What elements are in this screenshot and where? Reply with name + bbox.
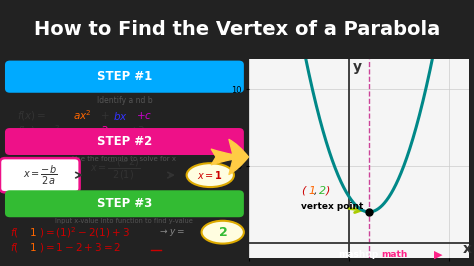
Text: $\mathbf{2}$: $\mathbf{2}$ (218, 226, 228, 239)
Text: Input x-value into function to find y-value: Input x-value into function to find y-va… (55, 218, 193, 224)
Text: y: y (353, 60, 362, 74)
Text: $x = \dfrac{-b}{2a}$: $x = \dfrac{-b}{2a}$ (23, 164, 57, 187)
Text: ,: , (314, 186, 318, 196)
Text: math: math (381, 250, 408, 259)
FancyBboxPatch shape (0, 158, 80, 192)
Text: $f(x) = x^2$: $f(x) = x^2$ (18, 123, 61, 138)
Text: $1$: $1$ (28, 241, 36, 253)
FancyBboxPatch shape (5, 128, 244, 155)
Text: Use the formula to solve for x: Use the formula to solve for x (73, 156, 176, 162)
Text: $+$: $+$ (100, 110, 109, 121)
Text: $- 2x$: $- 2x$ (93, 124, 117, 136)
Text: ▶: ▶ (434, 250, 443, 260)
Text: $) = 1 - 2 + 3 = 2$: $) = 1 - 2 + 3 = 2$ (38, 241, 121, 254)
Text: $bx$: $bx$ (113, 110, 128, 122)
Text: $+ c$: $+ c$ (136, 110, 152, 121)
Text: $f(x) =$: $f(x) =$ (18, 109, 47, 122)
Text: STEP #3: STEP #3 (97, 197, 152, 210)
Text: $x = \mathbf{1}$: $x = \mathbf{1}$ (197, 169, 223, 181)
Text: vertex point: vertex point (301, 202, 364, 211)
Text: $ax^2$: $ax^2$ (73, 109, 92, 122)
Text: STEP #1: STEP #1 (97, 70, 152, 83)
Text: mashup: mashup (338, 250, 378, 259)
Ellipse shape (201, 221, 244, 244)
Text: $f($: $f($ (10, 226, 19, 239)
Text: $+ 3$: $+ 3$ (129, 124, 146, 136)
FancyBboxPatch shape (5, 190, 244, 217)
Text: (: ( (301, 186, 305, 196)
Text: 2: 2 (319, 186, 326, 196)
Text: $1$: $1$ (28, 226, 36, 238)
Text: x: x (463, 242, 472, 256)
Text: $) = (1)^2 - 2(1) + 3$: $) = (1)^2 - 2(1) + 3$ (38, 225, 129, 240)
Text: How to Find the Vertex of a Parabola: How to Find the Vertex of a Parabola (34, 20, 440, 39)
Text: $\rightarrow y =$: $\rightarrow y =$ (158, 227, 185, 238)
Ellipse shape (187, 163, 234, 187)
Text: 1: 1 (308, 186, 315, 196)
Text: ): ) (326, 186, 330, 196)
Text: $x = \dfrac{-(-2)}{2(1)}$: $x = \dfrac{-(-2)}{2(1)}$ (90, 155, 140, 181)
FancyArrowPatch shape (211, 139, 248, 174)
Text: STEP #2: STEP #2 (97, 135, 152, 148)
Text: $f($: $f($ (10, 241, 19, 254)
Text: Identify a nd b: Identify a nd b (97, 95, 152, 105)
FancyBboxPatch shape (5, 61, 244, 93)
